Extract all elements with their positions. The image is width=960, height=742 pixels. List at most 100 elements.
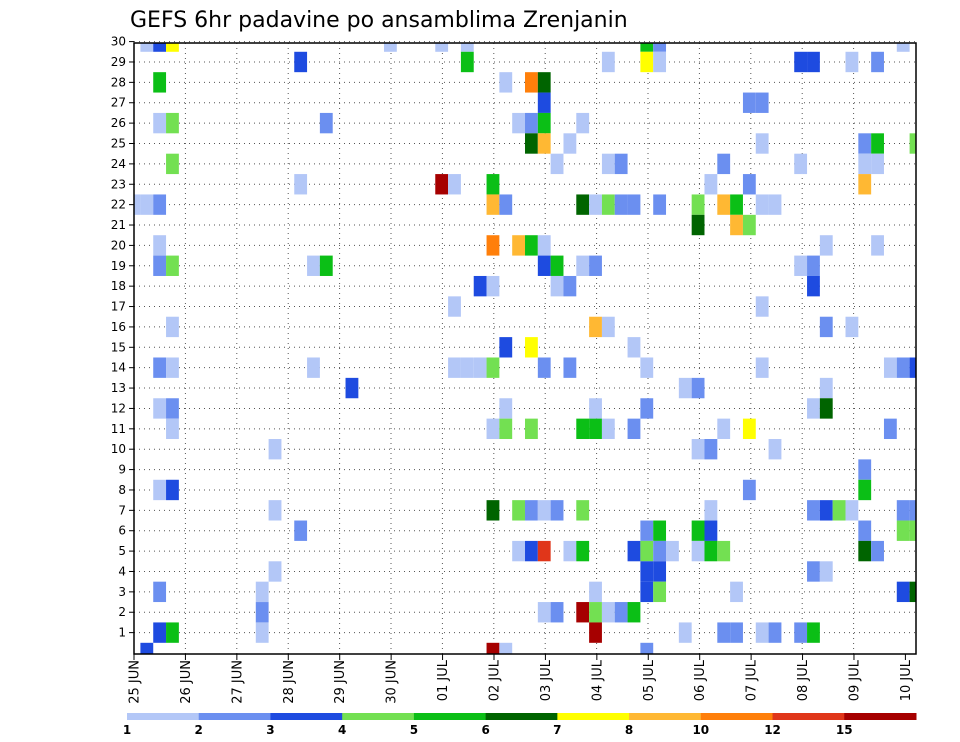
y-tick-label: 9 [118,463,126,477]
heatmap-cell [525,112,538,134]
heatmap-cell [858,520,872,541]
heatmap-cell [794,153,808,175]
heatmap-cell [460,43,474,52]
heatmap-cell [589,602,602,623]
heatmap-cell [807,561,820,582]
heatmap-cell [435,174,449,195]
x-tick-label: 05 JUL [642,659,657,701]
heatmap-cell [134,194,141,215]
heatmap-cell [345,377,359,399]
grid-lines [134,41,916,654]
heatmap-cell [742,418,756,440]
heatmap-cell [153,194,167,215]
y-tick-label: 2 [118,605,126,619]
heatmap-cell [755,622,769,643]
x-tick-label: 28 JUN [282,660,297,704]
y-tick-label: 30 [111,35,126,49]
heatmap-cell [640,581,654,603]
heatmap-cell [627,418,641,440]
y-tick-label: 14 [111,361,126,375]
y-tick-label: 28 [111,75,126,89]
heatmap-cell [537,602,551,623]
heatmap-cell [896,581,910,603]
heatmap-cell [704,174,718,195]
heatmap-cell [563,133,577,154]
y-tick-label: 26 [111,116,126,130]
heatmap-cell [627,602,641,623]
heatmap-cell [858,153,872,175]
heatmap-cell [871,235,884,256]
heatmap-cell [755,92,769,113]
heatmap-cell [909,520,916,541]
heatmap-cell [601,418,615,440]
heatmap-cell [717,153,731,175]
y-tick-label: 22 [111,198,126,212]
heatmap-cell [819,561,833,582]
heatmap-cell [255,581,269,603]
heatmap-cell [768,439,782,460]
y-tick-label: 17 [111,300,126,314]
heatmap-cell [691,194,705,215]
heatmap-cell [589,255,602,276]
heatmap-cell [255,622,269,643]
heatmap-cell [653,43,667,52]
heatmap-cell [755,133,769,154]
heatmap-cell [525,418,538,440]
heatmap-cell [486,174,500,195]
heatmap-cell [268,561,282,582]
colorbar-label: 5 [410,723,418,737]
x-tick-label: 08 JUL [796,659,811,701]
colorbar-segment [485,713,558,720]
heatmap-cell [807,275,820,297]
heatmap-cell [691,520,705,541]
heatmap-cell [640,43,654,52]
heatmap-cell [525,72,538,93]
x-tick-label: 09 JUL [847,659,862,701]
heatmap-cell [819,500,833,521]
heatmap-cell [755,194,769,215]
colorbar-segment [198,713,271,720]
heatmap-cell [691,439,705,460]
heatmap-cell [576,602,590,623]
colorbar-segment [270,713,343,720]
heatmap-cell [140,43,154,52]
heatmap-cell [819,398,833,419]
heatmap-cell [512,540,526,562]
heatmap-cell [525,235,538,256]
heatmap-cell [832,500,846,521]
colorbar-label: 1 [123,723,131,737]
colorbar-label: 4 [338,723,346,737]
heatmap-cell [666,540,679,562]
colorbar: 1 2 3 4 5 6 7 8 10 12 15 [123,713,917,737]
y-tick-label: 6 [118,524,126,538]
heatmap-cell [294,174,308,195]
heatmap-cell [307,357,320,378]
x-tick-label: 25 JUN [128,660,143,704]
heatmap-cell [704,520,718,541]
heatmap-cell [653,520,667,541]
heatmap-cell [576,418,590,440]
heatmap-cell [153,112,167,134]
heatmap-cell [640,561,654,582]
colorbar-segment [629,713,702,720]
heatmap-cell [550,500,564,521]
heatmap-cell [486,235,500,256]
colorbar-label: 12 [764,723,781,737]
heatmap-cell [909,357,916,378]
heatmap-cell [486,357,500,378]
heatmap-cell [653,51,667,73]
heatmap-cell [704,439,718,460]
heatmap-cell [537,112,551,134]
heatmap-cell [525,133,538,154]
heatmap-cell [755,357,769,378]
heatmap-cell [871,153,884,175]
heatmap-cell [653,561,667,582]
heatmap-cell [153,357,167,378]
heatmap-cell [794,51,808,73]
heatmap-cell [550,602,564,623]
x-tick-label: 26 JUN [179,660,194,704]
heatmap-cell [730,214,743,236]
y-tick-label: 8 [118,483,126,497]
heatmap-cell [525,500,538,521]
